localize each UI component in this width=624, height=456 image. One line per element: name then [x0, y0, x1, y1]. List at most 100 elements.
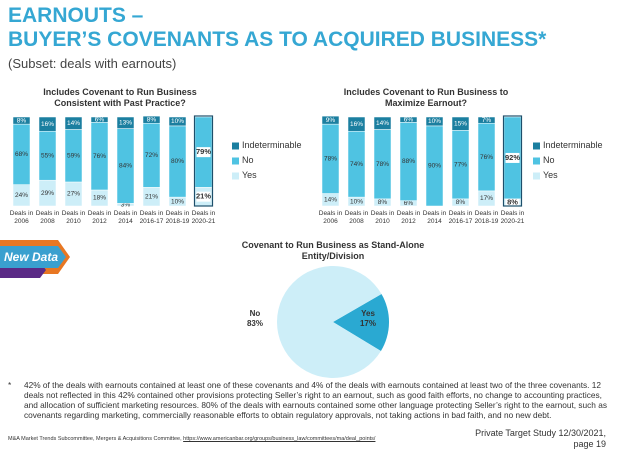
data-label: 8% [378, 199, 388, 206]
x-tick-label: Deals in 2010 [370, 210, 395, 225]
legend-marker [533, 172, 540, 180]
highlight-frame [193, 115, 214, 207]
data-label: 6% [404, 200, 414, 207]
data-label: 80% [171, 158, 184, 165]
x-tick-label: Deals in 2008 [35, 210, 60, 225]
x-tick-label: Deals in 2006 [9, 210, 34, 225]
title-line: BUYER’S COVENANTS AS TO ACQUIRED BUSINES… [8, 28, 547, 51]
legend-marker [232, 172, 239, 180]
data-label: 78% [376, 161, 389, 168]
bar-segment [321, 115, 340, 125]
chart-title: Covenant to Run Business as Stand-Alone … [241, 240, 425, 261]
x-tick-label: Deals in 2018-19 [474, 210, 499, 225]
data-label: 59% [67, 152, 80, 159]
legend-label: Indeterminable [543, 140, 603, 150]
label-box [505, 197, 520, 208]
badge-label: New Data [4, 250, 59, 264]
bar-segment [451, 116, 470, 131]
study-text: Private Target Study 12/30/2021, [475, 428, 606, 438]
pie-value: 83% [247, 319, 263, 328]
bar-segment [38, 116, 57, 132]
x-tick-label: Deals in 2016-17 [139, 210, 164, 225]
data-label: 8% [507, 197, 518, 206]
data-label: 8% [147, 116, 157, 123]
data-label: 79% [196, 147, 211, 156]
legend-label: No [242, 155, 254, 165]
x-tick-label: Deals in 2014 [422, 210, 447, 225]
source-url: https://www.americanbar.org/groups/busin… [183, 436, 376, 442]
data-label: 10% [171, 118, 184, 125]
bar-segment [425, 116, 444, 127]
data-label: 7% [482, 117, 492, 124]
x-tick-label: Deals in 2016-17 [448, 210, 473, 225]
pie-label: Yes [361, 309, 375, 318]
legend-label: Indeterminable [242, 140, 302, 150]
x-tick-label: Deals in 2010 [61, 210, 86, 225]
data-label: 16% [41, 121, 54, 128]
data-label: 55% [41, 152, 54, 159]
data-label: 21% [196, 192, 211, 201]
data-label: 76% [480, 154, 493, 161]
data-label: 15% [454, 120, 467, 127]
highlight-frame [502, 115, 523, 207]
data-label: 72% [145, 152, 158, 159]
legend-marker [232, 142, 239, 150]
footnote-marker: * [8, 380, 12, 390]
legend-label: Yes [242, 170, 257, 180]
data-label: 77% [454, 161, 467, 168]
data-label: 8% [17, 117, 27, 124]
legend-marker [533, 157, 540, 165]
badge-shape [0, 246, 66, 268]
x-tick-label: Deals in 2008 [344, 210, 369, 225]
footnote: 42% of the deals with earnouts contained… [24, 380, 607, 420]
x-tick-label: Deals in 2018-19 [165, 210, 190, 225]
legend-label: No [543, 155, 555, 165]
data-label: 18% [93, 195, 106, 202]
legend-label: Yes [543, 170, 558, 180]
data-label: 21% [145, 193, 158, 200]
legend-marker [232, 157, 239, 165]
data-label: 14% [376, 120, 389, 127]
x-tick-label: Deals in 2012 [87, 210, 112, 225]
bar-segment [64, 116, 83, 130]
data-label: 13% [119, 120, 132, 127]
data-label: 78% [324, 156, 337, 163]
pie-value: 17% [360, 319, 376, 328]
data-label: 14% [67, 120, 80, 127]
pie-slice [333, 294, 390, 352]
data-label: 68% [15, 151, 28, 158]
subtitle: (Subset: deals with earnouts) [8, 56, 177, 71]
pie-label: No [250, 309, 261, 318]
x-tick-label: Deals in 2020-21 [191, 210, 216, 225]
bar-segment [116, 116, 135, 129]
bar-segment [12, 116, 31, 125]
data-label: 92% [505, 153, 520, 162]
data-label: 6% [95, 116, 105, 123]
bar-segment [168, 116, 187, 127]
chart-title: Includes Covenant to Run Business to Max… [343, 87, 509, 108]
source-text: M&A Market Trends Subcommittee, Mergers … [8, 436, 182, 442]
data-label: 16% [350, 121, 363, 128]
x-tick-label: Deals in 2014 [113, 210, 138, 225]
data-label: 14% [324, 196, 337, 203]
bar-segment [142, 115, 161, 124]
label-box [505, 152, 520, 163]
data-label: 10% [428, 118, 441, 125]
title-line: EARNOUTS – [8, 4, 144, 27]
data-label: 29% [41, 190, 54, 197]
data-label: 74% [350, 161, 363, 168]
label-box [196, 191, 211, 202]
data-label: 8% [456, 199, 466, 206]
data-label: 10% [171, 198, 184, 205]
bar-segment [399, 116, 418, 123]
bar-segment [477, 116, 496, 124]
data-label: 76% [93, 153, 106, 160]
study: Private Target Study 12/30/2021, page 19 [475, 428, 606, 450]
data-label: 6% [404, 116, 414, 123]
source: M&A Market Trends Subcommittee, Mergers … [8, 436, 375, 442]
data-label: 90% [428, 163, 441, 170]
data-label: 88% [402, 158, 415, 165]
bar-segment [347, 116, 366, 132]
